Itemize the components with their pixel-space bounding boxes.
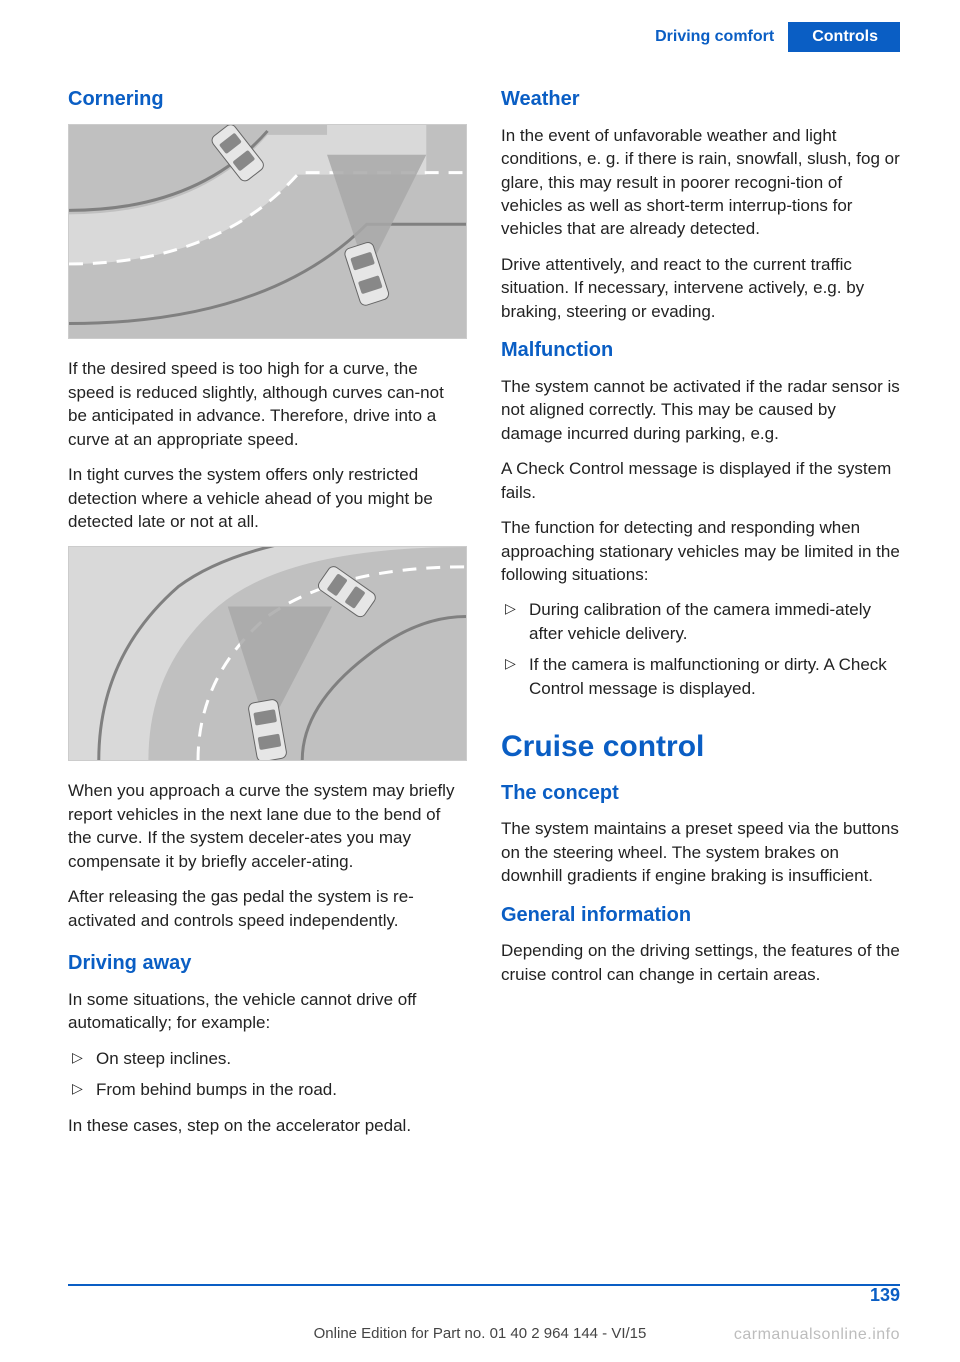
list-item: If the camera is malfunctioning or dirty… <box>501 653 900 700</box>
section-tab: Controls <box>790 22 900 52</box>
heading-cruise-control: Cruise control <box>501 726 900 767</box>
watermark: carmanualsonline.info <box>734 1326 900 1344</box>
para-malfunction-3: The function for detecting and respondin… <box>501 516 900 586</box>
page-content: Cornering If the desired speed i <box>68 86 900 1149</box>
para-weather-2: Drive attentively, and react to the curr… <box>501 253 900 323</box>
para-cornering-3: When you approach a curve the system may… <box>68 779 467 873</box>
list-item: On steep inclines. <box>68 1047 467 1070</box>
heading-concept: The concept <box>501 780 900 808</box>
header-tabs: Driving comfort Controls <box>641 22 900 52</box>
page-number: 139 <box>870 1285 900 1306</box>
figure-cornering-1 <box>68 124 467 339</box>
heading-malfunction: Malfunction <box>501 337 900 365</box>
para-cornering-1: If the desired speed is too high for a c… <box>68 357 467 451</box>
list-malfunction: During calibration of the camera immedi‐… <box>501 598 900 700</box>
list-driving-away: On steep inclines. From behind bumps in … <box>68 1047 467 1102</box>
heading-driving-away: Driving away <box>68 950 467 978</box>
para-driving-away-outro: In these cases, step on the accelerator … <box>68 1114 467 1137</box>
para-concept: The system maintains a preset speed via … <box>501 817 900 887</box>
list-item: From behind bumps in the road. <box>68 1078 467 1101</box>
footer-rule <box>68 1284 900 1286</box>
figure-cornering-2 <box>68 546 467 761</box>
para-cornering-4: After releasing the gas pedal the system… <box>68 885 467 932</box>
para-cornering-2: In tight curves the system offers only r… <box>68 463 467 533</box>
para-malfunction-1: The system cannot be activated if the ra… <box>501 375 900 445</box>
breadcrumb: Driving comfort <box>641 22 790 52</box>
heading-cornering: Cornering <box>68 86 467 114</box>
heading-weather: Weather <box>501 86 900 114</box>
para-malfunction-2: A Check Control message is displayed if … <box>501 457 900 504</box>
heading-general-info: General information <box>501 902 900 930</box>
para-weather-1: In the event of unfavorable weather and … <box>501 124 900 241</box>
para-general-info: Depending on the driving settings, the f… <box>501 939 900 986</box>
right-column: Weather In the event of unfavorable weat… <box>501 86 900 1149</box>
left-column: Cornering If the desired speed i <box>68 86 467 1149</box>
list-item: During calibration of the camera immedi‐… <box>501 598 900 645</box>
para-driving-away-intro: In some situations, the vehicle cannot d… <box>68 988 467 1035</box>
